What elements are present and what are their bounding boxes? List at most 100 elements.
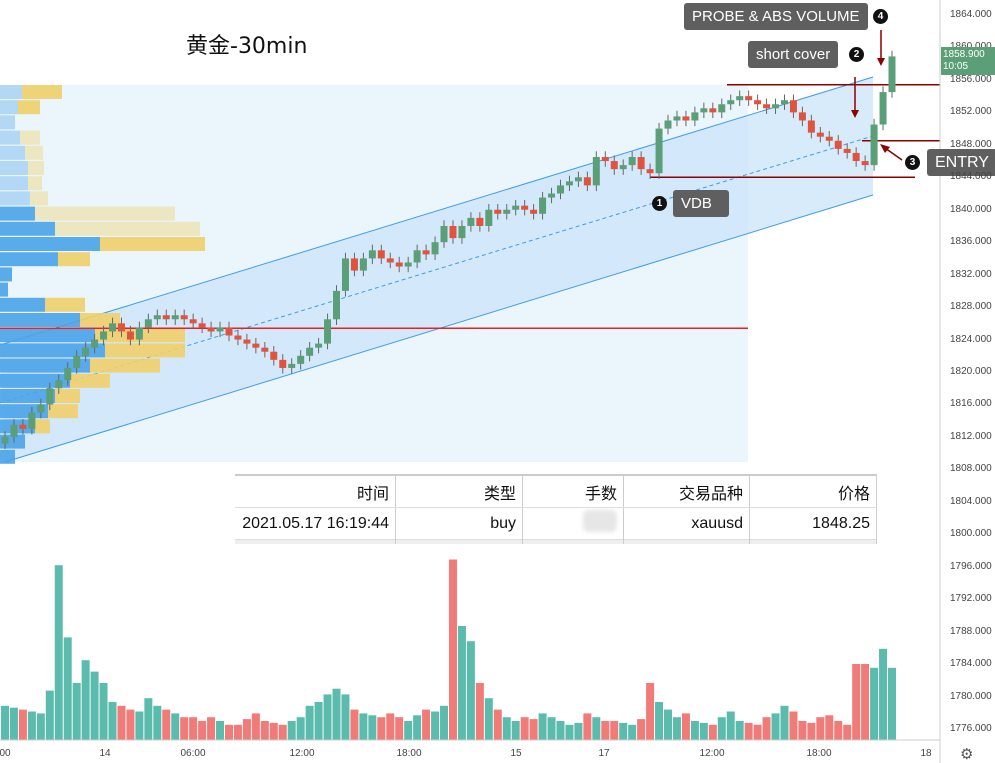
- volume-bar: [189, 717, 198, 740]
- volume-bar: [135, 711, 144, 740]
- time-tick-label: 17: [598, 748, 610, 759]
- candle-body: [780, 100, 788, 105]
- candle-body: [619, 165, 627, 170]
- candle-body: [1, 436, 9, 444]
- profile-buy-bar: [0, 373, 70, 388]
- volume-bar: [798, 721, 807, 740]
- candle-body: [315, 343, 323, 348]
- profile-buy-bar: [0, 130, 20, 145]
- volume-bar: [789, 711, 798, 740]
- candle-body: [234, 335, 242, 340]
- volume-bar: [198, 721, 207, 740]
- price-tick-label: 1824.000: [950, 333, 992, 345]
- volume-bar: [207, 717, 216, 740]
- profile-sell-bar: [58, 252, 90, 267]
- short-cover-arrow-head: [851, 110, 859, 118]
- profile-sell-bar: [18, 100, 40, 115]
- volume-bar: [690, 721, 699, 740]
- volume-bar: [422, 709, 431, 740]
- time-tick-label: 12:00: [699, 748, 725, 759]
- candle-body: [55, 380, 63, 389]
- candle-body: [297, 355, 305, 364]
- entry-arrow-head: [880, 144, 890, 153]
- cell-type: buy: [395, 507, 523, 540]
- volume-bar: [538, 713, 547, 740]
- volume-bar: [726, 711, 735, 740]
- volume-bar: [699, 722, 708, 740]
- volume-bar: [153, 705, 162, 740]
- volume-bar: [368, 715, 377, 740]
- candle-body: [377, 250, 385, 259]
- candle-body: [189, 319, 197, 324]
- volume-bar: [681, 713, 690, 740]
- profile-buy-bar: [0, 252, 58, 267]
- candle-body: [162, 315, 170, 320]
- header-symbol: 交易品种: [623, 474, 750, 508]
- time-tick-label: 18: [920, 748, 932, 759]
- candle-body: [324, 319, 332, 344]
- profile-buy-bar: [0, 85, 22, 99]
- candle-body: [512, 205, 520, 210]
- volume-bar: [126, 709, 135, 740]
- candle-body: [225, 327, 233, 336]
- volume-bar: [45, 690, 54, 740]
- profile-sell-bar: [25, 145, 43, 160]
- volume-bar: [216, 721, 225, 740]
- candle-body: [628, 156, 636, 166]
- volume-bar: [493, 709, 502, 740]
- vdb-badge: 1: [652, 196, 667, 211]
- volume-bar: [350, 709, 359, 740]
- last-price: 1858.900: [943, 49, 985, 60]
- cell-lots-redacted: [522, 507, 624, 540]
- candle-body: [135, 327, 143, 340]
- candle-body: [727, 100, 735, 105]
- probe-arrow-head: [877, 58, 885, 66]
- volume-bar: [90, 671, 99, 740]
- candle-body: [763, 104, 771, 109]
- candle-body: [843, 148, 851, 153]
- profile-buy-bar: [0, 191, 30, 206]
- volume-bar: [269, 722, 278, 740]
- profile-sell-bar: [105, 343, 185, 358]
- volume-bar: [305, 705, 314, 740]
- volume-bar: [395, 717, 404, 740]
- entry-callout: ENTRY: [927, 149, 995, 176]
- volume-bar: [386, 713, 395, 740]
- candle-body: [261, 347, 269, 352]
- volume-bar: [278, 724, 287, 740]
- price-tick-label: 1836.000: [950, 236, 992, 248]
- settings-gear-icon[interactable]: ⚙: [960, 746, 974, 763]
- candle-body: [592, 156, 600, 186]
- volume-bar: [619, 722, 628, 740]
- short-cover-badge: 2: [849, 47, 864, 62]
- volume-bar: [762, 717, 771, 740]
- candle-body: [82, 347, 90, 356]
- volume-bar: [475, 683, 484, 740]
- candle-body: [126, 331, 134, 340]
- profile-buy-bar: [0, 404, 48, 419]
- volume-bar: [296, 717, 305, 740]
- candle-body: [109, 323, 117, 332]
- volume-bar: [117, 705, 126, 740]
- profile-buy-bar: [0, 206, 35, 221]
- candle-body: [180, 315, 188, 320]
- volume-bar: [744, 722, 753, 740]
- candle-body: [870, 124, 878, 166]
- candle-body: [754, 100, 762, 105]
- candle-body: [46, 388, 54, 405]
- volume-bar: [637, 719, 646, 740]
- header-type: 类型: [395, 474, 523, 508]
- candle-body: [386, 258, 394, 263]
- price-tick-label: 1848.000: [950, 138, 992, 150]
- price-tick-label: 1784.000: [950, 658, 992, 670]
- price-tick-label: 1776.000: [950, 723, 992, 735]
- price-tick-label: 1808.000: [950, 463, 992, 475]
- candle-body: [548, 193, 556, 198]
- time-tick-label: 00: [0, 748, 11, 759]
- candle-body: [153, 315, 161, 320]
- entry-arrow: [884, 147, 903, 161]
- candle-body: [745, 96, 753, 101]
- candle-body: [655, 128, 663, 174]
- price-tick-label: 1792.000: [950, 593, 992, 605]
